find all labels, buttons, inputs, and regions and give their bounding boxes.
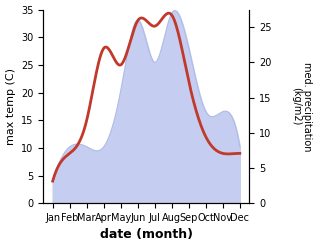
Y-axis label: med. precipitation
(kg/m2): med. precipitation (kg/m2): [291, 62, 313, 151]
Y-axis label: max temp (C): max temp (C): [5, 68, 16, 145]
X-axis label: date (month): date (month): [100, 228, 193, 242]
